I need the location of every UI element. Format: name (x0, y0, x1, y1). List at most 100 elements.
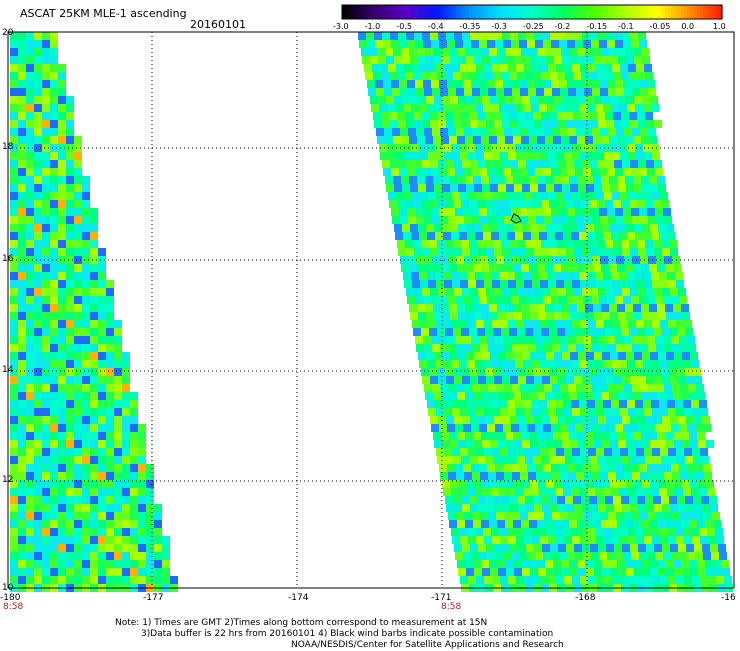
wind-cell (677, 328, 685, 336)
wind-cell (58, 576, 66, 584)
wind-cell (538, 224, 546, 232)
wind-cell (620, 408, 628, 416)
wind-cell (559, 464, 567, 472)
wind-cell (42, 504, 50, 512)
wind-cell (419, 360, 427, 368)
wind-cell (494, 160, 502, 168)
wind-cell (26, 320, 34, 328)
wind-cell (614, 248, 622, 256)
wind-cell (601, 560, 609, 568)
wind-cell (590, 376, 598, 384)
wind-cell (445, 456, 453, 464)
wind-cell (508, 152, 516, 160)
wind-cell (564, 320, 572, 328)
wind-cell (586, 184, 594, 192)
wind-cell (455, 424, 463, 432)
wind-cell (34, 456, 42, 464)
wind-cell (692, 448, 700, 456)
wind-cell (74, 272, 82, 280)
colorbar-tick-label: -0.5 (396, 22, 412, 31)
wind-cell (662, 504, 670, 512)
wind-cell (595, 360, 603, 368)
wind-cell (612, 320, 620, 328)
wind-cell (667, 528, 675, 536)
wind-cell (517, 496, 525, 504)
wind-cell (395, 144, 403, 152)
wind-cell (465, 136, 473, 144)
wind-cell (592, 128, 600, 136)
wind-cell (489, 264, 497, 272)
wind-cell (662, 376, 670, 384)
wind-cell (639, 168, 647, 176)
wind-cell (454, 32, 462, 40)
wind-cell (503, 424, 511, 432)
wind-cell (387, 144, 395, 152)
wind-cell (620, 536, 628, 544)
wind-cell (629, 200, 637, 208)
wind-cell (684, 320, 692, 328)
wind-cell (490, 352, 498, 360)
wind-cell (42, 520, 50, 528)
wind-cell (556, 536, 564, 544)
wind-cell (26, 416, 34, 424)
wind-cell (122, 560, 130, 568)
wind-cell (661, 240, 669, 248)
wind-cell (669, 496, 677, 504)
wind-cell (668, 536, 676, 544)
lon-label-174: -174 (288, 593, 309, 603)
wind-cell (82, 456, 90, 464)
wind-cell (74, 176, 82, 184)
wind-cell (629, 368, 637, 376)
wind-cell (692, 576, 700, 584)
wind-cell (630, 160, 638, 168)
lat-label-16: 16 (2, 254, 14, 264)
wind-cell (514, 480, 522, 488)
wind-cell (421, 112, 429, 120)
wind-cell (458, 184, 466, 192)
wind-cell (458, 56, 466, 64)
wind-cell (521, 560, 529, 568)
wind-cell (512, 88, 520, 96)
wind-cell (456, 472, 464, 480)
wind-cell (509, 200, 517, 208)
wind-cell (570, 184, 578, 192)
wind-cell (454, 248, 462, 256)
wind-cell (542, 120, 550, 128)
wind-cell (641, 560, 649, 568)
wind-cell (418, 184, 426, 192)
wind-cell (545, 48, 553, 56)
wind-cell (633, 264, 641, 272)
wind-cell (74, 168, 82, 176)
wind-cell (106, 568, 114, 576)
wind-cell (596, 576, 604, 584)
colorbar-tick-label: -0.3 (491, 22, 507, 31)
wind-cell (469, 200, 477, 208)
wind-cell (416, 216, 424, 224)
wind-cell (42, 264, 50, 272)
wind-cell (536, 128, 544, 136)
wind-cell (146, 568, 154, 576)
wind-cell (446, 504, 454, 512)
wind-cell (58, 400, 66, 408)
wind-cell (450, 224, 458, 232)
wind-cell (90, 328, 98, 336)
wind-cell (42, 240, 50, 248)
wind-cell (631, 40, 639, 48)
wind-cell (516, 152, 524, 160)
wind-cell (548, 448, 556, 456)
wind-cell (58, 80, 66, 88)
wind-cell (557, 368, 565, 376)
wind-cell (82, 344, 90, 352)
wind-cell (513, 520, 521, 528)
wind-cell (638, 288, 646, 296)
wind-cell (74, 416, 82, 424)
wind-cell (520, 344, 528, 352)
wind-cell (26, 128, 34, 136)
wind-cell (616, 216, 624, 224)
wind-cell (712, 512, 720, 520)
wind-cell (42, 296, 50, 304)
wind-cell (638, 416, 646, 424)
wind-cell (605, 72, 613, 80)
wind-cell (454, 544, 462, 552)
wind-cell (18, 472, 26, 480)
